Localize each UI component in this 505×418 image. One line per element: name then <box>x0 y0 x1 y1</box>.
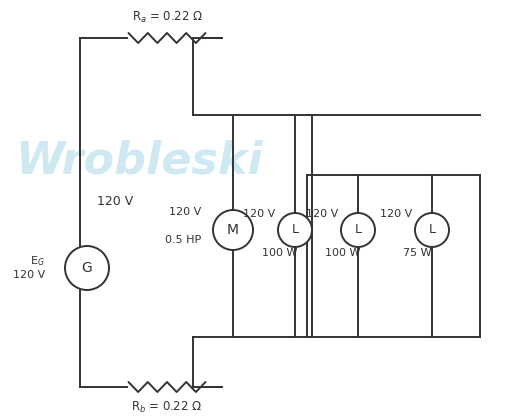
Text: L: L <box>291 224 298 237</box>
Text: E$_G$: E$_G$ <box>30 254 45 268</box>
Circle shape <box>213 210 252 250</box>
Text: 120 V: 120 V <box>96 196 133 209</box>
Text: 100 W: 100 W <box>325 248 360 258</box>
Circle shape <box>65 246 109 290</box>
Text: 120 V: 120 V <box>379 209 411 219</box>
Text: R$_a$ = 0.22 Ω: R$_a$ = 0.22 Ω <box>131 10 202 25</box>
Text: 120 V: 120 V <box>168 207 200 217</box>
Text: R$_b$ = 0.22 Ω: R$_b$ = 0.22 Ω <box>131 400 202 415</box>
Text: L: L <box>428 224 435 237</box>
Text: 100 W: 100 W <box>262 248 297 258</box>
Text: 0.5 HP: 0.5 HP <box>165 235 200 245</box>
Text: 120 V: 120 V <box>13 270 45 280</box>
Text: L: L <box>354 224 361 237</box>
Text: Wrobleski: Wrobleski <box>15 140 263 182</box>
Text: 75 W: 75 W <box>402 248 430 258</box>
Text: M: M <box>227 223 238 237</box>
Circle shape <box>340 213 374 247</box>
Circle shape <box>277 213 312 247</box>
Text: G: G <box>81 261 92 275</box>
Text: 120 V: 120 V <box>242 209 274 219</box>
Text: 120 V: 120 V <box>305 209 337 219</box>
Circle shape <box>414 213 448 247</box>
